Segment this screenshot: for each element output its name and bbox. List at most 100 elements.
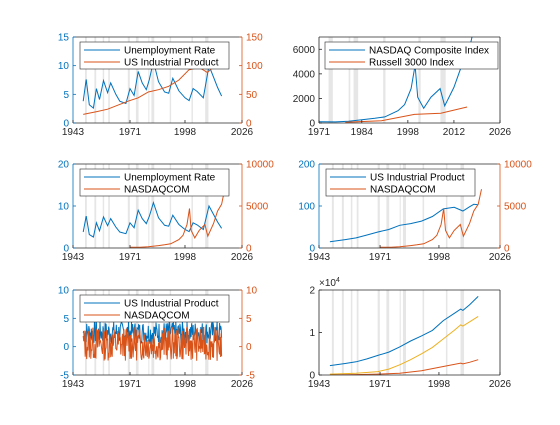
legend-label: NASDAQCOM	[124, 311, 190, 322]
recession-band	[127, 164, 130, 248]
x-tick-label: 1971	[119, 127, 142, 138]
series-line-unemployment-rate	[82, 60, 223, 110]
x-tick-label: 1971	[369, 379, 392, 390]
x-tick-label: 1998	[428, 252, 451, 263]
series-lines	[329, 189, 482, 248]
recession-band	[135, 164, 139, 248]
x-tick-label: 2026	[489, 252, 512, 263]
x-tick-label: 1943	[308, 379, 331, 390]
recession-band	[418, 37, 421, 123]
recession-band	[108, 164, 110, 248]
recession-band	[348, 37, 351, 123]
recession-band	[402, 164, 407, 248]
recession-band	[460, 290, 465, 375]
y-tick-label-left: 200	[298, 160, 315, 171]
recession-band	[460, 164, 465, 248]
y-tick-label-left: 2000	[293, 94, 316, 105]
recession-band	[331, 164, 334, 248]
recession-band	[356, 164, 359, 248]
recession-band	[350, 290, 353, 375]
x-tick-label: 1943	[62, 127, 85, 138]
recession-band	[127, 37, 130, 123]
x-tick-label: 1943	[308, 252, 331, 263]
recession-band	[377, 290, 380, 375]
recession-band	[246, 37, 249, 123]
recession-band	[191, 37, 193, 123]
x-tick-label: 2012	[443, 127, 466, 138]
recession-band	[383, 37, 386, 123]
subplot-2: 1971 1984 1998 2012 2026 0 2000 4000 6000 NASDAQ …	[246, 36, 512, 138]
legend-box	[79, 168, 230, 197]
y-tick-label-left: -5	[60, 371, 69, 382]
recession-band	[205, 164, 209, 248]
x-tick-label: 2026	[231, 127, 254, 138]
recession-band	[422, 164, 425, 248]
recession-band	[377, 164, 380, 248]
y-tick-label-left: 15	[58, 33, 70, 44]
recession-band	[102, 164, 105, 248]
x-tick-label: 2026	[231, 252, 254, 263]
y-tick-label-right: 50	[246, 90, 258, 101]
legend-label: Russell 3000 Index	[369, 58, 454, 69]
recession-band	[402, 290, 407, 375]
x-tick-label: 1984	[351, 127, 374, 138]
series-line-yellow	[329, 315, 479, 375]
y-tick-label-right: -5	[246, 371, 255, 382]
series-line-nasdaqcom	[380, 189, 482, 248]
recession-band	[94, 37, 97, 123]
recession-bands	[331, 290, 465, 375]
recession-band	[275, 37, 277, 123]
y-tick-label-left: 10	[58, 202, 70, 213]
y-tick-label-left: 5	[63, 90, 69, 101]
legend-label: US Industrial Product	[370, 173, 465, 184]
legend-box	[325, 168, 476, 197]
y-tick-label-left: 0	[309, 244, 315, 255]
legend-box	[324, 41, 499, 70]
y-tick-label-left: 6000	[293, 45, 316, 56]
y-tick-label-right: 0	[246, 119, 252, 130]
y-tick-label-left: 0	[63, 119, 69, 130]
legend-label: Unemployment Rate	[124, 46, 216, 57]
recession-band	[350, 164, 353, 248]
recession-bands	[246, 37, 446, 123]
y-tick-label-right: 100	[246, 61, 263, 72]
subplot-1: 1943 1971 1998 2026051015050100150Unemploym…	[58, 33, 263, 139]
subplot-3: 1943 1971 1998 2026010200500010000Unemploym…	[58, 160, 274, 264]
series-lines	[82, 189, 226, 248]
series-line-us-industrial-product	[83, 62, 222, 115]
recession-band	[169, 37, 172, 123]
recession-band	[399, 290, 401, 375]
x-tick-label: 1998	[174, 379, 197, 390]
x-tick-label: 1971	[119, 252, 142, 263]
x-tick-label: 2026	[489, 379, 512, 390]
recession-band	[341, 290, 344, 375]
recession-bands	[331, 164, 465, 248]
x-tick-label: 1998	[428, 379, 451, 390]
recession-band	[422, 290, 425, 375]
x-tick-label: 1998	[174, 127, 197, 138]
series-line-us-industrial-product	[82, 320, 223, 345]
y-tick-label-left: 5	[63, 314, 69, 325]
y-tick-label-right: 0	[246, 342, 252, 353]
series-line-blue	[329, 296, 479, 367]
recession-band	[331, 290, 334, 375]
recession-band	[328, 37, 333, 123]
y-tick-label-right: 10000	[504, 160, 532, 171]
y-tick-label-left: 4000	[293, 69, 316, 80]
x-tick-label: 1998	[397, 127, 420, 138]
y-tick-label-right: 0	[504, 244, 510, 255]
y-tick-label-right: 5000	[504, 202, 527, 213]
x-tick-label: 1943	[62, 379, 85, 390]
recession-band	[261, 37, 264, 123]
recession-band	[151, 37, 155, 123]
y-tick-label-right: 10000	[246, 160, 274, 171]
y-exponent-label: ×104	[319, 277, 340, 289]
recession-band	[341, 164, 344, 248]
x-tick-label: 1943	[62, 252, 85, 263]
y-tick-label-left: 0	[309, 371, 315, 382]
